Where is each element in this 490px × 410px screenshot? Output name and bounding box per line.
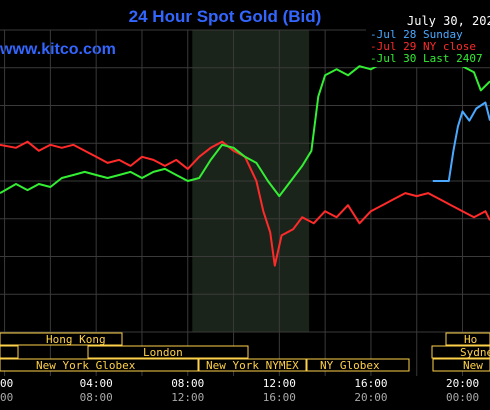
market-box-hk-tail xyxy=(0,345,19,359)
series-line-1 xyxy=(432,101,490,182)
market-sessions: Hong Kong Ho London Sydne New York Globe… xyxy=(0,332,490,372)
market-box-ny-globex-2 xyxy=(306,358,410,372)
x-tick-label: 20:00 xyxy=(446,377,479,390)
x-tick-label-secondary: 08:00 xyxy=(80,391,113,404)
market-label-sydney: Sydne xyxy=(460,346,490,359)
legend-item-jul30: -Jul 30 Last 2407 xyxy=(370,52,483,65)
legend-item-jul28: -Jul 28 Sunday xyxy=(370,28,463,41)
series-line-0 xyxy=(0,140,490,267)
market-box-london xyxy=(87,345,249,359)
x-tick-label: 00 xyxy=(0,377,13,390)
market-box-new-york-next xyxy=(432,358,490,372)
market-label-london: London xyxy=(143,346,183,359)
market-box-hong-kong-next xyxy=(445,332,490,346)
chart-grid xyxy=(0,29,490,376)
chart-date: July 30, 202 xyxy=(407,14,490,28)
legend-box xyxy=(366,27,490,67)
market-label-ny-globex-2: NY Globex xyxy=(320,359,380,372)
chart-title: 24 Hour Spot Gold (Bid) xyxy=(129,7,322,26)
x-tick-label: 16:00 xyxy=(354,377,387,390)
watermark-url: www.kitco.com xyxy=(0,41,116,58)
chart-legend: -Jul 28 Sunday -Jul 29 NY close -Jul 30 … xyxy=(366,27,490,67)
market-label-new-york-next: New xyxy=(463,359,483,372)
x-tick-label: 04:00 xyxy=(80,377,113,390)
x-tick-label: 12:00 xyxy=(263,377,296,390)
market-label-ny-nymex: New York NYMEX xyxy=(206,359,299,372)
market-label-hong-kong: Hong Kong xyxy=(46,333,106,346)
market-box-ny-nymex xyxy=(198,358,307,372)
market-label-hong-kong-next: Ho xyxy=(464,333,477,346)
x-tick-label-secondary: 20:00 xyxy=(354,391,387,404)
market-box-hong-kong xyxy=(0,332,123,346)
x-tick-label-secondary: 00:00 xyxy=(446,391,479,404)
x-tick-label-secondary: 16:00 xyxy=(263,391,296,404)
market-box-sydney xyxy=(431,345,490,359)
x-tick-label-secondary: 00 xyxy=(0,391,13,404)
legend-item-jul29: -Jul 29 NY close xyxy=(370,40,476,53)
market-box-ny-globex xyxy=(0,358,199,372)
x-axis: 000004:0008:0008:0012:0012:0016:0016:002… xyxy=(0,377,479,404)
market-label-ny-globex: New York Globex xyxy=(36,359,136,372)
x-tick-label-secondary: 12:00 xyxy=(171,391,204,404)
x-tick-label: 08:00 xyxy=(171,377,204,390)
